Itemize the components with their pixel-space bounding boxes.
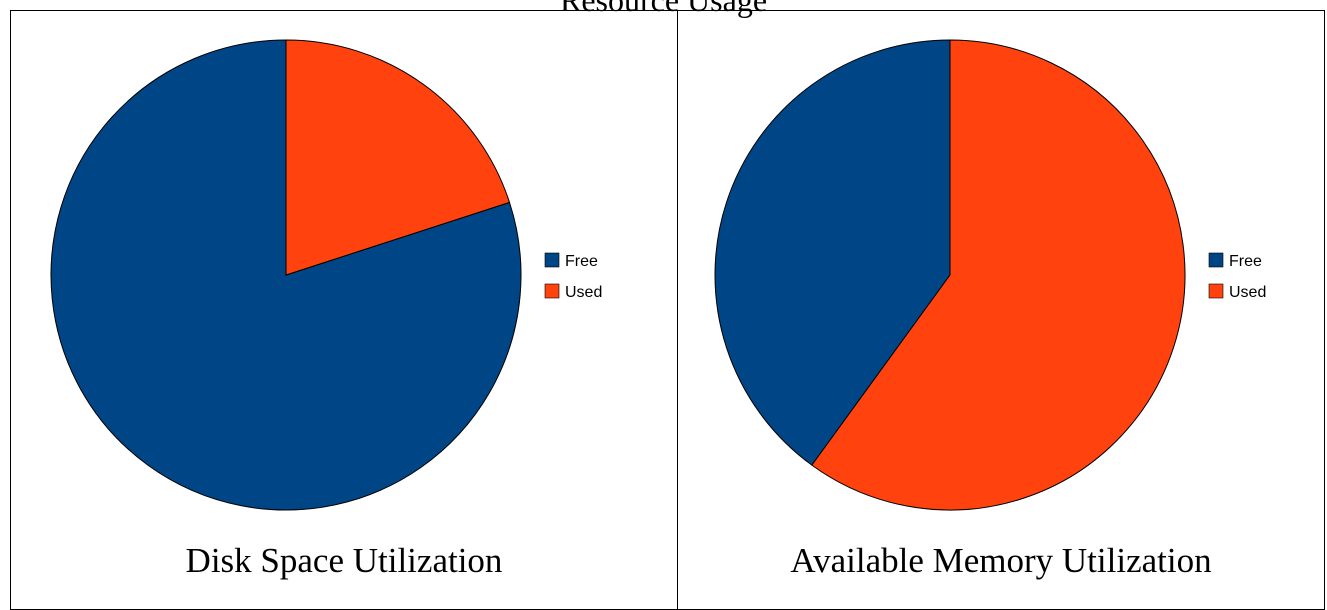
legend-swatch-free bbox=[544, 252, 560, 268]
legend-swatch-free bbox=[1208, 252, 1224, 268]
memory-chart-panel: Free Used Available Memory Utilization bbox=[678, 11, 1324, 596]
legend-label-used: Used bbox=[565, 284, 602, 301]
disk-chart-panel: Free Used Disk Space Utilization bbox=[11, 11, 677, 596]
legend-swatch-used bbox=[1208, 283, 1224, 299]
pie-slice-used bbox=[811, 39, 1186, 511]
pie-slice-used bbox=[285, 39, 511, 276]
legend-label-free: Free bbox=[565, 253, 598, 270]
disk-pie-chart: Free Used bbox=[50, 39, 602, 511]
disk-chart-title: Disk Space Utilization bbox=[185, 541, 503, 580]
legend-label-free: Free bbox=[1229, 253, 1262, 270]
memory-chart-title: Available Memory Utilization bbox=[790, 541, 1212, 580]
chart-divider bbox=[677, 10, 678, 610]
memory-pie-chart: Free Used bbox=[714, 39, 1266, 511]
pie-slice-free bbox=[714, 39, 951, 466]
legend-label-used: Used bbox=[1229, 284, 1266, 301]
page-title: Resource Usage bbox=[559, 0, 768, 18]
legend-swatch-used bbox=[544, 283, 560, 299]
